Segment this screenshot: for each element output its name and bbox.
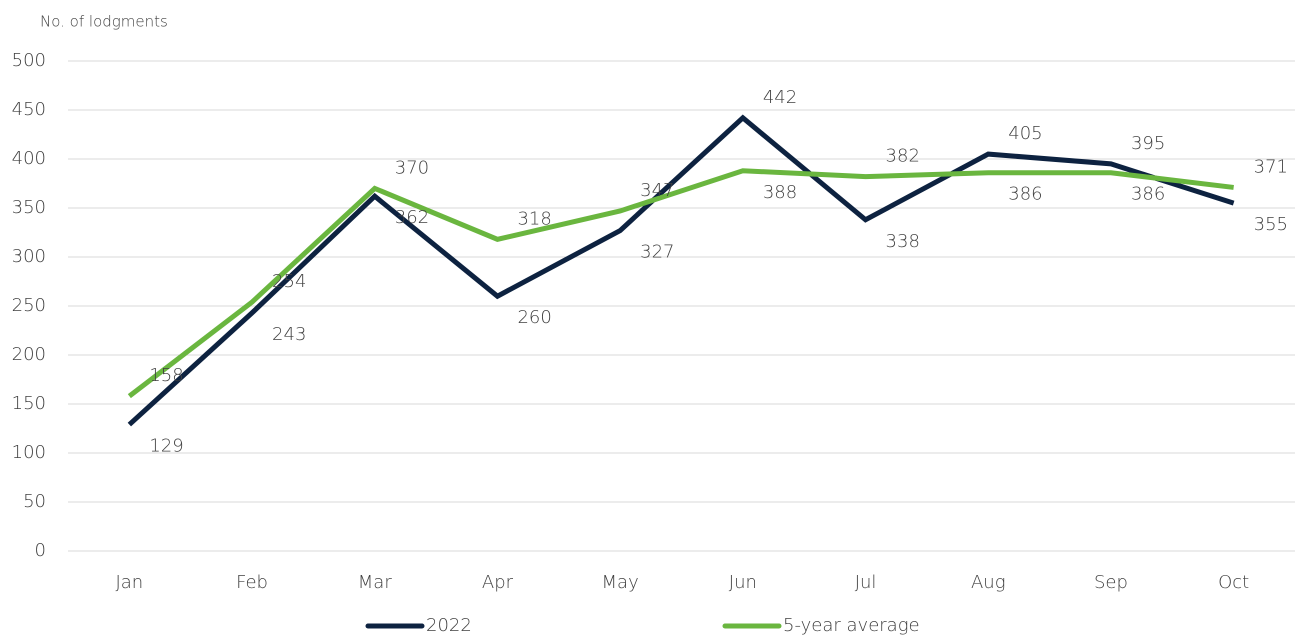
- x-tick-label: Aug: [971, 572, 1006, 593]
- data-label: 355: [1254, 214, 1288, 235]
- data-label: 386: [1008, 184, 1042, 205]
- data-label: 338: [886, 231, 920, 252]
- data-label: 405: [1008, 123, 1042, 144]
- data-label: 371: [1254, 156, 1288, 177]
- y-axis-label: No. of lodgments: [40, 13, 168, 31]
- series-line: [127, 168, 1234, 399]
- x-tick-label: Mar: [358, 572, 393, 593]
- y-tick-label: 300: [12, 246, 46, 267]
- y-tick-label: 350: [12, 197, 46, 218]
- y-tick-label: 250: [12, 295, 46, 316]
- y-tick-label: 0: [35, 540, 46, 561]
- data-label: 347: [640, 180, 674, 201]
- x-tick-label: Apr: [482, 572, 514, 593]
- y-tick-label: 200: [12, 344, 46, 365]
- data-label: 395: [1131, 133, 1165, 154]
- series-line: [127, 114, 1235, 427]
- data-label: 254: [272, 271, 306, 292]
- x-tick-label: Sep: [1094, 572, 1128, 593]
- data-label: 362: [395, 207, 429, 228]
- data-label: 382: [886, 146, 920, 167]
- data-label: 370: [395, 157, 429, 178]
- y-tick-label: 450: [12, 99, 46, 120]
- y-tick-label: 400: [12, 148, 46, 169]
- y-tick-label: 50: [23, 491, 46, 512]
- x-tick-label: Jun: [729, 572, 757, 593]
- y-tick-label: 100: [12, 442, 46, 463]
- data-label: 386: [1131, 184, 1165, 205]
- x-tick-label: Feb: [236, 572, 268, 593]
- x-tick-label: Oct: [1218, 572, 1249, 593]
- y-tick-label: 150: [12, 393, 46, 414]
- data-label: 129: [149, 436, 183, 457]
- x-tick-label: Jan: [115, 572, 143, 593]
- data-label: 388: [763, 182, 797, 203]
- data-label: 158: [149, 365, 183, 386]
- legend-label: 5-year average: [783, 615, 920, 636]
- y-tick-label: 500: [12, 50, 46, 71]
- data-label: 442: [763, 87, 797, 108]
- legend-label: 2022: [426, 615, 472, 636]
- data-label: 243: [272, 324, 306, 345]
- data-label: 327: [640, 242, 674, 263]
- data-label: 260: [517, 307, 551, 328]
- data-label: 318: [517, 208, 551, 229]
- x-tick-label: Jul: [855, 572, 877, 593]
- x-tick-label: May: [602, 572, 639, 593]
